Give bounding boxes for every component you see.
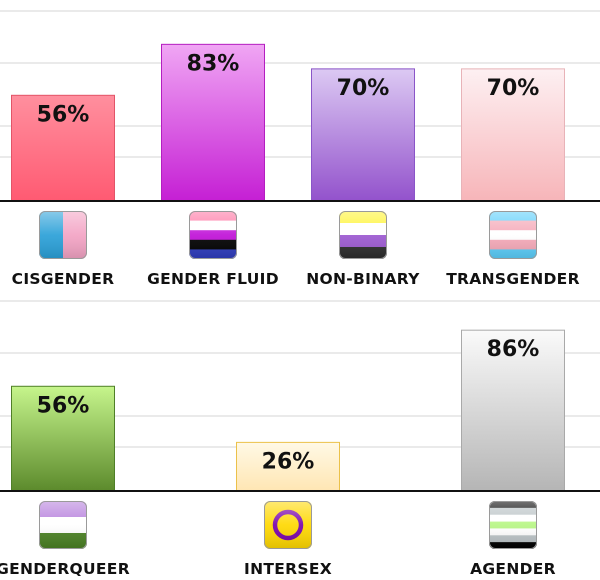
cisgender-flag-icon xyxy=(39,211,87,259)
flag-icons xyxy=(39,211,537,549)
bar-genderqueer xyxy=(11,385,115,492)
category-label-genderqueer: GENDERQUEER xyxy=(0,560,130,578)
bar-agender xyxy=(461,329,565,492)
value-label-non-binary: 70% xyxy=(337,76,390,101)
bar-cisgender xyxy=(11,94,115,202)
category-label-transgender: TRANSGENDER xyxy=(446,270,580,288)
category-label-gender-fluid: GENDER FLUID xyxy=(147,270,279,288)
value-label-intersex: 26% xyxy=(262,449,315,474)
category-label-non-binary: NON-BINARY xyxy=(306,270,420,288)
value-label-transgender: 70% xyxy=(487,76,540,101)
gender-fluid-flag-icon xyxy=(189,211,237,259)
value-label-agender: 86% xyxy=(487,337,540,362)
value-label-cisgender: 56% xyxy=(37,102,90,127)
intersex-flag-icon xyxy=(264,501,312,549)
genderqueer-flag-icon xyxy=(39,501,87,549)
category-label-cisgender: CISGENDER xyxy=(12,270,115,288)
agender-flag-icon xyxy=(489,501,537,549)
category-label-agender: AGENDER xyxy=(470,560,556,578)
bar-transgender xyxy=(461,68,565,202)
labels: 56% CISGENDER 83% GENDER FLUID 70% NON-BINARY… xyxy=(0,51,580,578)
bar-intersex xyxy=(236,441,340,492)
non-binary-flag-icon xyxy=(339,211,387,259)
value-label-genderqueer: 56% xyxy=(37,393,90,418)
baselines xyxy=(0,200,600,492)
transgender-flag-icon xyxy=(489,211,537,259)
bar-gender-fluid xyxy=(161,43,265,202)
value-label-gender-fluid: 83% xyxy=(187,51,240,76)
bar-non-binary xyxy=(311,68,415,202)
category-label-intersex: INTERSEX xyxy=(244,560,332,578)
bars xyxy=(11,43,565,492)
